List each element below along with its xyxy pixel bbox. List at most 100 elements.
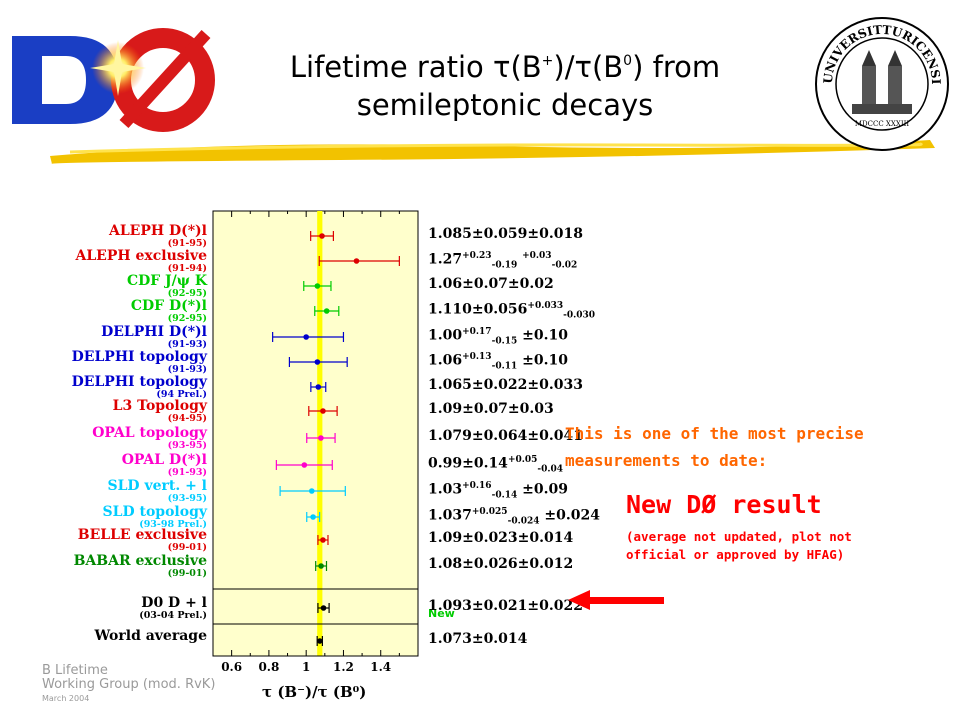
data-point [319, 233, 325, 239]
measurement-label: CDF D(*)l (92-95) [131, 299, 207, 324]
note-line: This is one of the most precise [565, 424, 864, 443]
measurement-name: DELPHI topology [71, 349, 207, 365]
measurement-name: BELLE exclusive [77, 527, 207, 543]
caveat-line: (average not updated, plot not [626, 529, 852, 544]
data-point [303, 334, 309, 340]
data-point [353, 258, 360, 264]
measurement-label: DELPHI topology (94 Prel.) [72, 375, 207, 400]
measurement-result: 1.065±0.022±0.033 [428, 377, 583, 393]
title-text: ) from [632, 50, 721, 84]
measurement-name: World average [94, 628, 207, 644]
measurement-period: (91-94) [167, 263, 207, 274]
data-point [323, 308, 330, 314]
measurement-result: 1.03+0.16-0.14 ±0.09 [428, 481, 568, 501]
measurement-period: (92-95) [167, 313, 207, 324]
new-annotation: New [428, 607, 455, 620]
measurement-name: SLD topology [102, 504, 207, 520]
data-point [320, 408, 326, 414]
tau-symbol: τ [574, 50, 592, 84]
measurement-period: (94 Prel.) [156, 389, 207, 400]
measurement-label: L3 Topology (94-95) [113, 399, 207, 424]
title-line-1: Lifetime ratio τ(B+)/τ(B0) from [250, 42, 760, 86]
tau-symbol: τ [492, 50, 511, 84]
measurement-period: (91-93) [167, 364, 207, 375]
credit-text: B Lifetime Working Group (mod. RvK) Marc… [42, 664, 215, 706]
measurement-period: (93-95) [167, 440, 207, 451]
measurement-period: (92-95) [167, 288, 207, 299]
measurement-name: ALEPH D(*)l [108, 223, 207, 239]
measurement-result: 1.06+0.13-0.11 ±0.10 [428, 352, 568, 372]
data-point [320, 537, 326, 543]
title-text: (B [591, 50, 624, 84]
measurement-label: World average [94, 629, 207, 644]
precision-note: This is one of the most precise measurem… [565, 420, 864, 474]
x-tick-label: 0.6 [221, 660, 242, 674]
measurement-result: 1.110±0.056+0.033-0.030 [428, 301, 596, 321]
measurement-label: SLD vert. + l (93-95) [107, 479, 207, 504]
measurement-label: ALEPH exclusive (91-94) [75, 249, 207, 274]
credit-line: Working Group (mod. RvK) [42, 677, 216, 692]
data-point [310, 514, 316, 520]
data-point [314, 283, 321, 289]
data-point [315, 384, 322, 390]
credit-date: March 2004 [42, 694, 90, 703]
measurement-name: ALEPH exclusive [75, 248, 207, 264]
data-point [320, 605, 327, 611]
measurement-label: SLD topology (93-98 Prel.) [103, 505, 207, 530]
measurement-label: DELPHI D(*)l (91-93) [101, 325, 207, 350]
data-point [318, 435, 324, 441]
charge-sup: + [541, 53, 554, 69]
university-seal: UNIVERSITAS TURICENSIS MDCCC XXXIII [812, 14, 949, 151]
measurement-label: D0 D + l (03-04 Prel.) [139, 596, 207, 621]
measurement-name: D0 D + l [141, 595, 207, 611]
charge-sup: 0 [623, 53, 633, 69]
data-point [318, 563, 324, 569]
measurement-label: BABAR exclusive (99-01) [74, 554, 207, 579]
measurement-result: 1.037+0.025-0.024 ±0.024 [428, 507, 600, 527]
note-line: measurements to date: [565, 451, 768, 470]
measurement-name: SLD vert. + l [107, 478, 207, 494]
data-point [316, 638, 323, 644]
measurement-result: 1.27+0.23-0.19 +0.03-0.02 [428, 251, 578, 271]
measurement-period: (03-04 Prel.) [139, 610, 207, 621]
pointer-arrow-icon [568, 590, 664, 610]
measurement-name: DELPHI topology [71, 374, 207, 390]
measurement-label: CDF J/ψ K (92-95) [127, 274, 207, 299]
measurement-result: 1.09±0.023±0.014 [428, 530, 574, 546]
measurement-name: BABAR exclusive [73, 553, 207, 569]
measurement-result: 1.00+0.17-0.15 ±0.10 [428, 327, 568, 347]
measurement-result: 1.08±0.026±0.012 [428, 556, 574, 572]
x-axis-label: τ (B⁻)/τ (B⁰) [262, 683, 367, 701]
measurement-label: OPAL D(*)l (91-93) [122, 453, 207, 478]
measurement-period: (91-93) [167, 467, 207, 478]
measurement-name: L3 Topology [112, 398, 207, 414]
measurement-name: OPAL D(*)l [121, 452, 207, 468]
measurement-label: OPAL topology (93-95) [92, 426, 207, 451]
credit-line: B Lifetime [42, 663, 108, 678]
title-text: Lifetime ratio [289, 50, 493, 84]
plot-marks: New [272, 231, 455, 646]
measurement-name: CDF D(*)l [130, 298, 207, 314]
data-point [308, 488, 315, 494]
measurement-result: 1.093±0.021±0.022 [428, 598, 583, 614]
caveat-line: official or approved by HFAG) [626, 547, 845, 562]
measurement-period: (93-98 Prel.) [139, 519, 207, 530]
d0-logo [12, 28, 215, 132]
x-tick-label: 1.2 [333, 660, 354, 674]
measurement-period: (94-95) [167, 413, 207, 424]
title-text: (B [510, 50, 542, 84]
measurement-name: DELPHI D(*)l [101, 324, 207, 340]
measurement-result: 1.085±0.059±0.018 [428, 226, 583, 242]
measurement-result: 1.073±0.014 [428, 631, 528, 647]
average-band [317, 211, 323, 656]
title-text: )/ [553, 50, 575, 84]
measurement-period: (93-95) [167, 493, 207, 504]
measurement-period: (91-95) [167, 238, 207, 249]
title-line-2: semileptonic decays [356, 88, 654, 122]
x-tick-label: 1.4 [370, 660, 391, 674]
measurement-period: (91-93) [167, 339, 207, 350]
measurement-result: 1.079±0.064±0.041 [428, 428, 583, 444]
measurement-name: CDF J/ψ K [126, 273, 207, 289]
measurement-label: DELPHI topology (91-93) [72, 350, 207, 375]
